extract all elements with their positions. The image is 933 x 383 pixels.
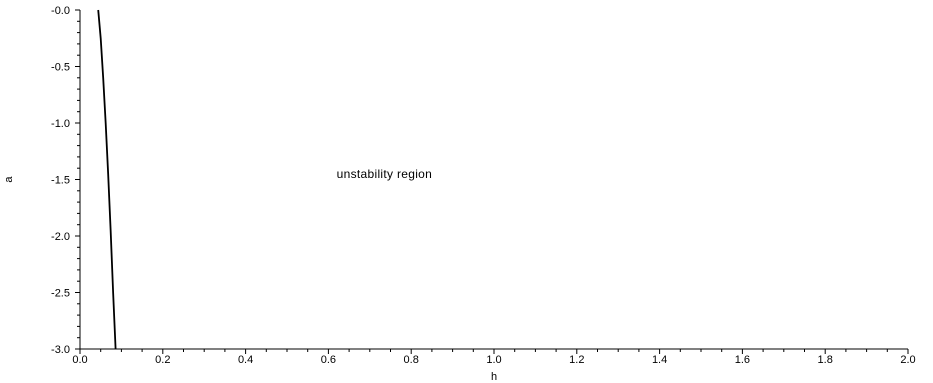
x-tick-label: 2.0: [900, 354, 915, 366]
annotation-unstability-region: unstability region: [337, 167, 432, 181]
x-tick-label: 1.0: [486, 354, 501, 366]
x-tick-label: 0.0: [72, 354, 87, 366]
y-tick-label: -2.0: [51, 231, 70, 243]
x-tick-label: 1.8: [818, 354, 833, 366]
x-tick-label: 0.6: [321, 354, 336, 366]
y-axis-ticks: -0.0 -0.5 -1.0 -1.5 -2.0 -2.5 -3.0: [51, 5, 80, 356]
y-axis-label: a: [3, 176, 15, 183]
x-tick-label: 0.2: [155, 354, 170, 366]
y-tick-label: -0.0: [51, 5, 70, 17]
x-tick-label: 1.2: [569, 354, 584, 366]
y-tick-label: -1.0: [51, 118, 70, 130]
y-tick-label: -0.5: [51, 62, 70, 74]
x-tick-label: 1.4: [652, 354, 667, 366]
y-tick-label: -1.5: [51, 175, 70, 187]
x-tick-label: 0.8: [404, 354, 419, 366]
x-axis-ticks: 0.0 0.2 0.4 0.6 0.8 1.0 1.2 1.4 1.6 1.8 2.0: [72, 349, 916, 366]
stability-boundary-curve: [97, 9, 117, 350]
y-tick-label: -3.0: [51, 344, 70, 356]
x-tick-label: 0.4: [238, 354, 253, 366]
x-tick-label: 1.6: [735, 354, 750, 366]
y-tick-label: -2.5: [51, 288, 70, 300]
x-axis-label: h: [491, 371, 497, 383]
